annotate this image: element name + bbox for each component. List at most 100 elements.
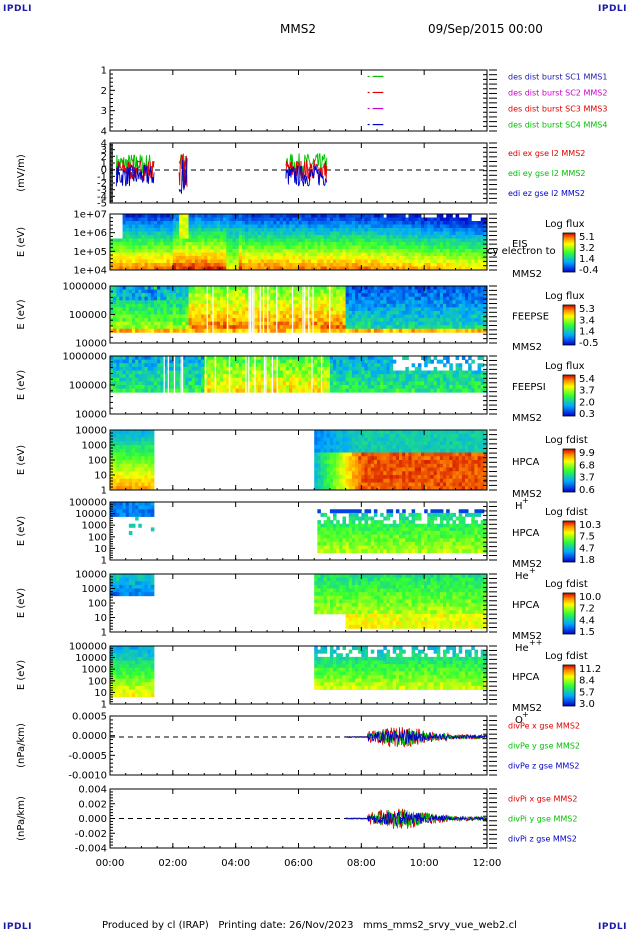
heatmap-cell-feepsi: [210, 363, 215, 368]
heatmap-cell-feepsi: [314, 377, 318, 382]
heatmap-cell-eis: [213, 245, 218, 250]
heatmap-cell-feepsi: [480, 385, 485, 390]
heatmap-cell-feepsi: [414, 385, 419, 390]
heatmap-cell-eis: [141, 235, 145, 239]
heatmap-cell-feepsi: [119, 377, 123, 382]
heatmap-cell-eis: [125, 228, 130, 232]
heatmap-cell-feepsi: [329, 377, 334, 382]
heatmap-cell-eis: [461, 235, 466, 239]
heatmap-cell-feepse: [336, 310, 340, 315]
heatmap-cell-eis: [138, 235, 142, 239]
heatmap-cell-feepse: [110, 286, 114, 290]
heatmap-cell-feepse: [166, 307, 171, 312]
heatmap-cell-feepse: [260, 303, 265, 308]
heatmap-cell-eis: [153, 217, 158, 222]
heatmap-cell-feepse: [241, 296, 246, 301]
heatmap-cell-eis: [405, 221, 409, 225]
heatmap-cell-feepse: [279, 286, 284, 290]
heatmap-cell-feepse: [125, 325, 130, 330]
heatmap-cell-feepsi: [216, 377, 221, 382]
y-tick-label-eis: 1e+04: [73, 266, 107, 277]
heatmap-cell-feepsi: [351, 385, 356, 390]
heatmap-cell-feepse: [465, 325, 469, 330]
heatmap-cell-eis: [213, 242, 218, 246]
heatmap-cell-feepsi: [317, 370, 321, 375]
heatmap-cell-feepse: [355, 307, 359, 312]
heatmap-cell-feepsi: [273, 366, 277, 371]
heatmap-cell-feepse: [471, 293, 475, 298]
heatmap-cell-feepsi: [333, 388, 337, 393]
heatmap-cell-eis: [128, 252, 133, 257]
heatmap-cell-feepsi: [113, 370, 117, 375]
heatmap-cell-eis: [182, 231, 186, 236]
heatmap-cell-eis: [191, 256, 196, 260]
heatmap-cell-eis: [480, 245, 485, 250]
heatmap-cell-feepse: [455, 314, 460, 319]
heatmap-cell-eis: [355, 266, 359, 271]
heatmap-cell-eis: [455, 256, 460, 260]
heatmap-cell-eis: [219, 238, 224, 243]
heatmap-cell-feepsi: [241, 385, 246, 390]
heatmap-cell-feepse: [122, 325, 127, 330]
heatmap-cell-feepse: [216, 300, 221, 305]
heatmap-cell-feepse: [122, 328, 127, 333]
heatmap-cell-eis: [474, 238, 478, 243]
heatmap-cell-feepse: [213, 289, 218, 294]
heatmap-cell-feepsi: [414, 374, 419, 379]
heatmap-cell-feepse: [373, 318, 378, 323]
heatmap-cell-eis: [443, 224, 447, 229]
heatmap-cell-eis: [295, 217, 299, 222]
heatmap-cell-feepse: [345, 321, 350, 326]
heatmap-cell-eis: [320, 259, 325, 264]
heatmap-cell-feepsi: [320, 388, 325, 393]
heatmap-cell-feepsi: [345, 370, 350, 375]
heatmap-cell-eis: [370, 256, 375, 260]
heatmap-cell-feepse: [449, 293, 453, 298]
heatmap-cell-feepse: [295, 328, 299, 333]
heatmap-cell-feepsi: [355, 388, 359, 393]
heatmap-cell-eis: [395, 242, 400, 246]
panel-frame-burst: [109, 69, 488, 132]
heatmap-cell-eis: [135, 228, 139, 232]
heatmap-cell-eis: [172, 238, 177, 243]
heatmap-cell-eis: [150, 266, 155, 271]
heatmap-cell-eis: [351, 231, 356, 236]
heatmap-cell-feepse: [257, 310, 262, 315]
heatmap-cell-eis: [163, 231, 167, 236]
heatmap-cell-eis: [351, 221, 356, 225]
heatmap-cell-feepse: [235, 307, 240, 312]
heatmap-cell-feepse: [254, 307, 259, 312]
heatmap-cell-eis: [326, 249, 331, 253]
heatmap-cell-eis: [351, 238, 356, 243]
heatmap-cell-feepsi: [329, 381, 334, 386]
heatmap-cell-eis: [257, 224, 262, 229]
heatmap-cell-eis: [380, 256, 384, 260]
heatmap-cell-eis: [210, 221, 215, 225]
heatmap-cell-eis: [342, 224, 347, 229]
heatmap-cell-eis: [468, 256, 472, 260]
heatmap-cell-eis: [147, 256, 152, 260]
heatmap-cell-feepse: [358, 318, 362, 323]
heatmap-cell-eis: [411, 263, 416, 267]
heatmap-cell-eis: [446, 266, 450, 271]
heatmap-cell-feepse: [417, 310, 422, 315]
heatmap-cell-feepsi: [336, 388, 340, 393]
heatmap-cell-feepse: [160, 318, 164, 323]
heatmap-cell-feepse: [461, 321, 466, 326]
heatmap-cell-feepse: [213, 310, 218, 315]
heatmap-cell-feepse: [197, 325, 202, 330]
heatmap-cell-eis: [128, 266, 133, 271]
heatmap-cell-feepse: [345, 293, 350, 298]
heatmap-cell-eis: [468, 238, 472, 243]
heatmap-cell-feepse: [276, 307, 281, 312]
heatmap-cell-feepse: [113, 296, 117, 301]
heatmap-cell-feepsi: [241, 363, 246, 368]
heatmap-cell-eis: [364, 263, 369, 267]
heatmap-cell-eis: [292, 242, 296, 246]
heatmap-cell-eis: [317, 259, 321, 264]
heatmap-cell-feepsi: [427, 359, 431, 364]
heatmap-cell-feepse: [289, 328, 293, 333]
heatmap-cell-feepse: [405, 307, 409, 312]
heatmap-cell-eis: [179, 242, 183, 246]
heatmap-cell-feepse: [380, 307, 384, 312]
